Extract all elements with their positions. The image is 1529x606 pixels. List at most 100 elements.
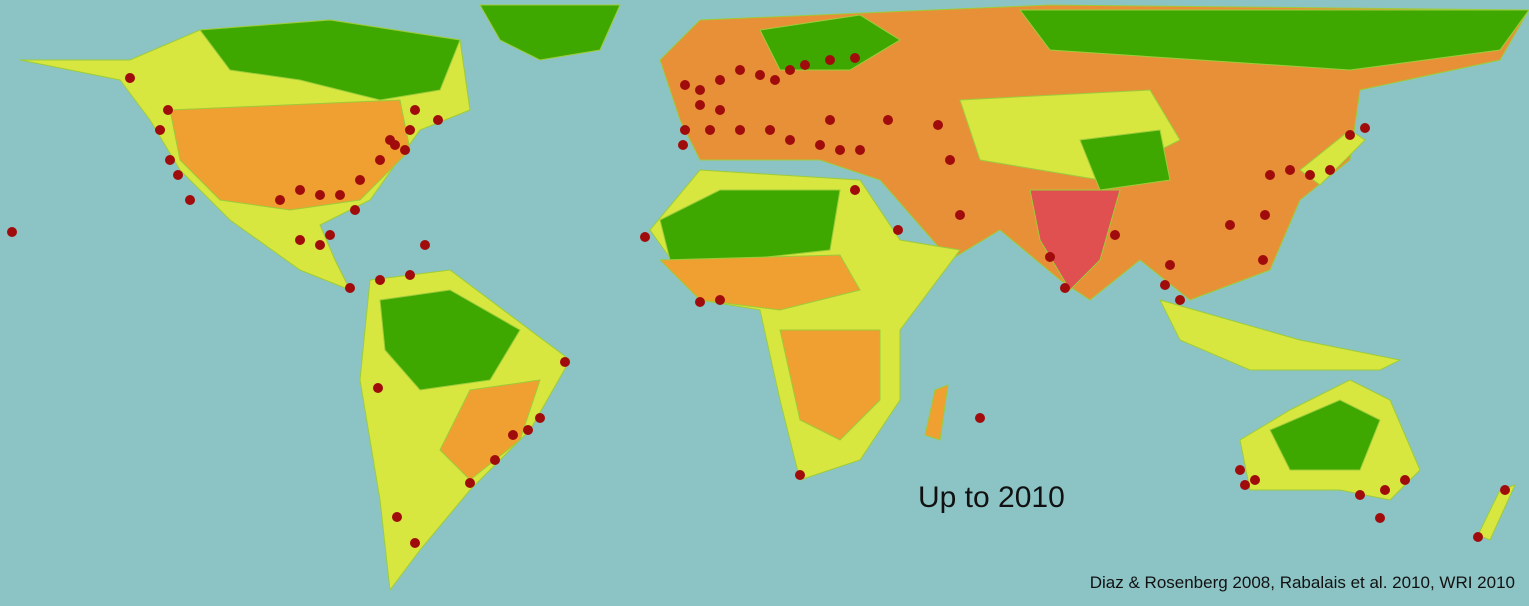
dead-zone-dot xyxy=(1258,255,1268,265)
dead-zone-dot xyxy=(785,135,795,145)
dead-zone-dot xyxy=(560,357,570,367)
dead-zone-dot xyxy=(1265,170,1275,180)
dead-zone-dot xyxy=(1500,485,1510,495)
dead-zone-dot xyxy=(375,275,385,285)
australia-interior xyxy=(1269,399,1381,471)
dead-zone-dot xyxy=(335,190,345,200)
dead-zone-dot xyxy=(835,145,845,155)
dead-zone-dot xyxy=(800,60,810,70)
dead-zone-dot xyxy=(523,425,533,435)
dead-zone-dot xyxy=(770,75,780,85)
dead-zone-dot xyxy=(1045,252,1055,262)
dead-zone-dot xyxy=(695,100,705,110)
dead-zone-dot xyxy=(315,190,325,200)
scandinavia xyxy=(759,14,901,71)
dead-zone-dot xyxy=(355,175,365,185)
dead-zone-dot xyxy=(405,125,415,135)
dead-zone-dot xyxy=(735,125,745,135)
dead-zone-dot xyxy=(1165,260,1175,270)
dead-zone-dot xyxy=(295,185,305,195)
dead-zone-dot xyxy=(315,240,325,250)
dead-zone-dot xyxy=(345,283,355,293)
dead-zone-dot xyxy=(795,470,805,480)
dead-zone-dot xyxy=(1355,490,1365,500)
dead-zone-dot xyxy=(735,65,745,75)
dead-zone-dot xyxy=(410,105,420,115)
dead-zone-dot xyxy=(955,210,965,220)
dead-zone-dot xyxy=(1380,485,1390,495)
dead-zone-dot xyxy=(373,383,383,393)
dead-zone-dot xyxy=(1360,123,1370,133)
dead-zone-dot xyxy=(855,145,865,155)
dead-zone-dot xyxy=(893,225,903,235)
dead-zone-dot xyxy=(508,430,518,440)
dead-zone-dot xyxy=(1160,280,1170,290)
siberia xyxy=(1019,9,1529,71)
tibet xyxy=(1079,129,1171,191)
dead-zone-dot xyxy=(385,135,395,145)
dead-zone-dot xyxy=(350,205,360,215)
new-zealand xyxy=(1477,484,1516,541)
dead-zone-dot xyxy=(325,230,335,240)
dead-zone-dot xyxy=(420,240,430,250)
sahel xyxy=(658,254,861,311)
dead-zone-dot xyxy=(163,105,173,115)
dead-zone-dot xyxy=(678,140,688,150)
dead-zone-dot xyxy=(975,413,985,423)
canada-north xyxy=(199,19,461,101)
dead-zone-dot xyxy=(755,70,765,80)
amazon xyxy=(379,289,521,391)
dead-zone-dot xyxy=(155,125,165,135)
dead-zone-dot xyxy=(535,413,545,423)
dead-zone-dot xyxy=(715,75,725,85)
dead-zone-dot xyxy=(465,478,475,488)
dead-zone-dot xyxy=(933,120,943,130)
dead-zone-dot xyxy=(695,85,705,95)
dead-zone-dot xyxy=(640,232,650,242)
dead-zone-dot xyxy=(173,170,183,180)
dead-zone-dot xyxy=(850,185,860,195)
dead-zone-dot xyxy=(410,538,420,548)
dead-zone-dot xyxy=(400,145,410,155)
dead-zone-dot xyxy=(850,53,860,63)
dead-zone-dot xyxy=(490,455,500,465)
map-title: Up to 2010 xyxy=(918,481,1065,514)
dead-zone-dot xyxy=(405,270,415,280)
dead-zone-dot xyxy=(1260,210,1270,220)
india xyxy=(1029,189,1121,291)
dead-zones xyxy=(7,53,1510,548)
dead-zone-dot xyxy=(705,125,715,135)
greenland xyxy=(479,4,621,61)
dead-zone-dot xyxy=(1473,532,1483,542)
dead-zone-dot xyxy=(185,195,195,205)
dead-zone-dot xyxy=(295,235,305,245)
madagascar xyxy=(924,384,949,441)
southern-africa xyxy=(779,329,881,441)
dead-zone-dot xyxy=(1285,165,1295,175)
dead-zone-dot xyxy=(883,115,893,125)
dead-zone-dot xyxy=(7,227,17,237)
dead-zone-dot xyxy=(1235,465,1245,475)
dead-zone-dot xyxy=(1110,230,1120,240)
dead-zone-dot xyxy=(815,140,825,150)
dead-zone-dot xyxy=(1175,295,1185,305)
dead-zone-dot xyxy=(433,115,443,125)
land xyxy=(19,4,1529,592)
dead-zone-dot xyxy=(392,512,402,522)
dead-zone-dot xyxy=(1250,475,1260,485)
dead-zone-dot xyxy=(945,155,955,165)
dead-zone-dot xyxy=(165,155,175,165)
dead-zone-dot xyxy=(125,73,135,83)
dead-zone-dot xyxy=(1375,513,1385,523)
dead-zone-dot xyxy=(785,65,795,75)
usa xyxy=(169,99,411,211)
dead-zone-dot xyxy=(680,125,690,135)
dead-zone-dot xyxy=(1345,130,1355,140)
dead-zone-dot xyxy=(1325,165,1335,175)
dead-zone-dot xyxy=(695,297,705,307)
source-note: Diaz & Rosenberg 2008, Rabalais et al. 2… xyxy=(1090,573,1515,592)
dead-zone-dot xyxy=(715,105,725,115)
dead-zone-dot xyxy=(275,195,285,205)
